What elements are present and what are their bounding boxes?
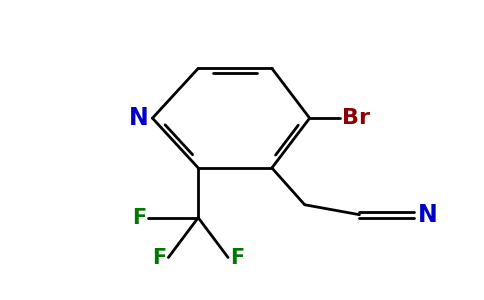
Text: Br: Br bbox=[342, 108, 370, 128]
Text: N: N bbox=[129, 106, 149, 130]
Text: F: F bbox=[132, 208, 146, 228]
Text: N: N bbox=[418, 203, 438, 227]
Text: F: F bbox=[151, 248, 166, 268]
Text: F: F bbox=[230, 248, 245, 268]
